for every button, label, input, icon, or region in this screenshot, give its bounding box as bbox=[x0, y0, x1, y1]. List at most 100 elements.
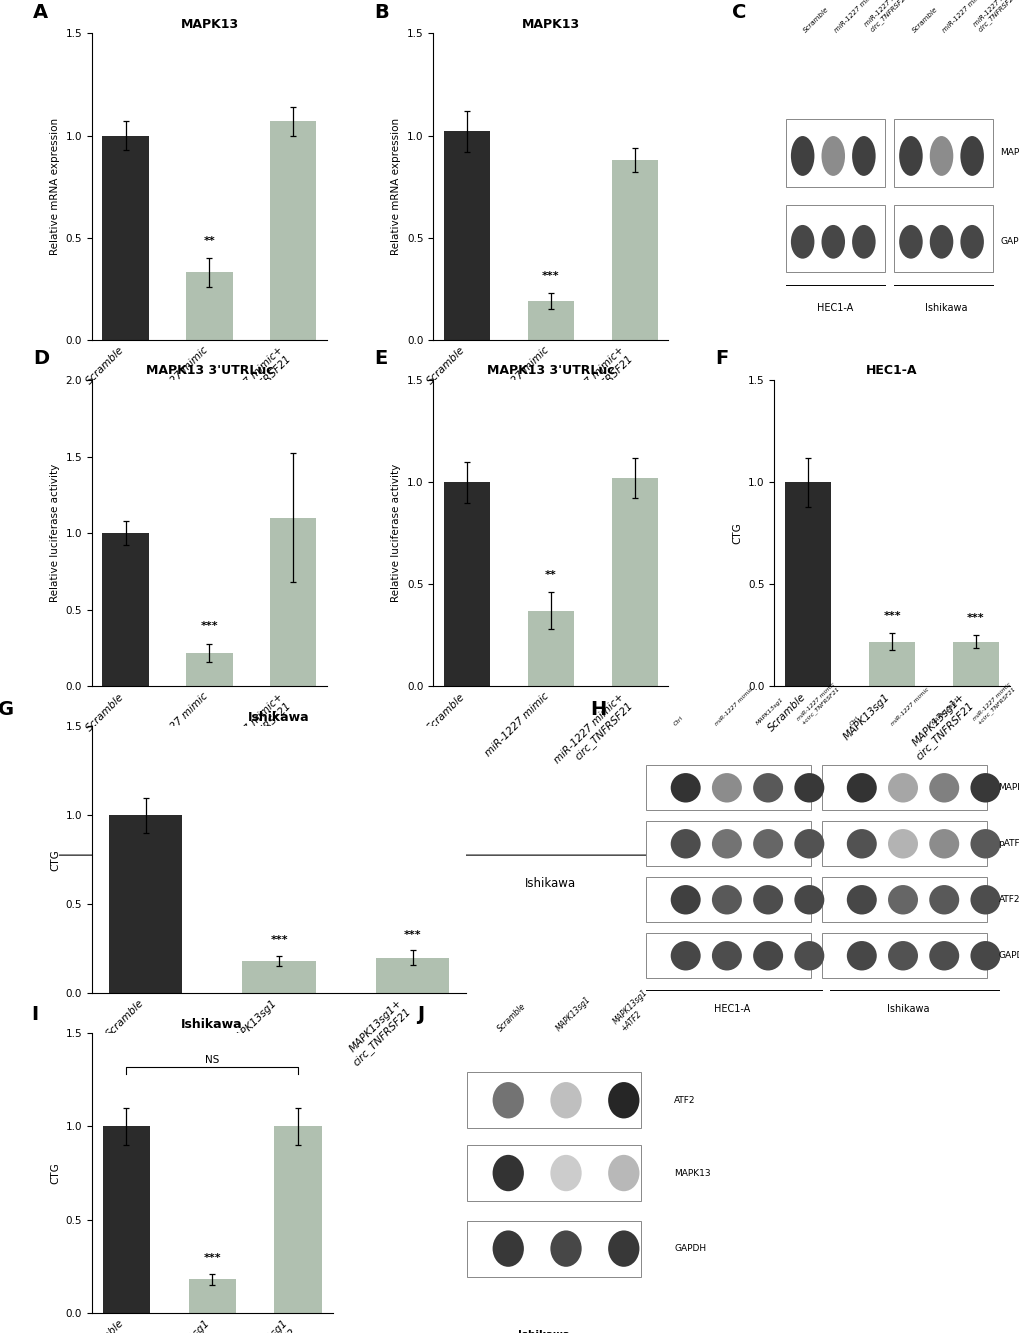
FancyBboxPatch shape bbox=[646, 821, 810, 866]
Text: ***: *** bbox=[270, 934, 287, 945]
Ellipse shape bbox=[711, 773, 741, 802]
Text: MAPK13sg1
+ATF2: MAPK13sg1 +ATF2 bbox=[611, 988, 656, 1033]
Text: A: A bbox=[33, 3, 48, 21]
Bar bbox=[102, 136, 149, 340]
Ellipse shape bbox=[846, 941, 876, 970]
Text: Ishikawa: Ishikawa bbox=[887, 1004, 929, 1014]
Ellipse shape bbox=[790, 225, 813, 259]
Text: D: D bbox=[33, 349, 49, 368]
Text: miR-1227 mimic+
circ_TNFRSF21: miR-1227 mimic+ circ_TNFRSF21 bbox=[971, 0, 1019, 33]
Ellipse shape bbox=[846, 773, 876, 802]
Text: Scramble: Scramble bbox=[910, 5, 937, 33]
Bar bbox=[952, 641, 999, 686]
Ellipse shape bbox=[711, 829, 741, 858]
Text: GAPDH: GAPDH bbox=[674, 1244, 706, 1253]
FancyBboxPatch shape bbox=[646, 933, 810, 978]
Text: ***: *** bbox=[541, 271, 559, 281]
Text: ATF2: ATF2 bbox=[998, 896, 1019, 904]
Bar bbox=[186, 272, 232, 340]
Text: miR-1227 mimic: miR-1227 mimic bbox=[713, 686, 753, 726]
Bar bbox=[186, 653, 232, 686]
Ellipse shape bbox=[794, 885, 823, 914]
Ellipse shape bbox=[846, 829, 876, 858]
Ellipse shape bbox=[671, 829, 700, 858]
Text: NS: NS bbox=[205, 1054, 219, 1065]
Text: J: J bbox=[417, 1005, 424, 1024]
Ellipse shape bbox=[752, 773, 783, 802]
Title: MAPK13: MAPK13 bbox=[180, 17, 238, 31]
Bar bbox=[102, 533, 149, 686]
Bar bbox=[376, 957, 449, 993]
Title: HEC1-A: HEC1-A bbox=[865, 364, 917, 377]
Ellipse shape bbox=[851, 225, 874, 259]
Text: Ishikawa: Ishikawa bbox=[525, 877, 576, 889]
Y-axis label: CTG: CTG bbox=[50, 849, 60, 870]
Ellipse shape bbox=[671, 885, 700, 914]
Text: MAPK13: MAPK13 bbox=[998, 784, 1019, 792]
Text: Scramble: Scramble bbox=[802, 5, 829, 33]
Text: miR-1227 mimic: miR-1227 mimic bbox=[833, 0, 877, 33]
Text: GAPDH: GAPDH bbox=[998, 952, 1019, 960]
Y-axis label: CTG: CTG bbox=[50, 1162, 60, 1184]
Ellipse shape bbox=[888, 829, 917, 858]
Ellipse shape bbox=[607, 1154, 639, 1192]
Y-axis label: Relative luciferase activity: Relative luciferase activity bbox=[391, 464, 400, 603]
Text: ***: *** bbox=[404, 929, 421, 940]
Ellipse shape bbox=[752, 885, 783, 914]
Text: ***: *** bbox=[966, 613, 984, 623]
Ellipse shape bbox=[671, 773, 700, 802]
Bar bbox=[443, 483, 489, 686]
Text: MAPK13sg1: MAPK13sg1 bbox=[930, 697, 960, 726]
Text: MAPK13sg1: MAPK13sg1 bbox=[553, 994, 592, 1033]
Text: miR-1227 mimic: miR-1227 mimic bbox=[941, 0, 986, 33]
Ellipse shape bbox=[607, 1230, 639, 1266]
Title: Ishikawa: Ishikawa bbox=[248, 710, 310, 724]
Text: **: ** bbox=[544, 571, 556, 580]
Y-axis label: Relative luciferase activity: Relative luciferase activity bbox=[50, 464, 60, 603]
FancyBboxPatch shape bbox=[467, 1145, 640, 1201]
Text: Ishikawa: Ishikawa bbox=[924, 303, 967, 313]
Ellipse shape bbox=[790, 136, 813, 176]
Text: ***: *** bbox=[201, 621, 218, 632]
Ellipse shape bbox=[550, 1154, 581, 1192]
Ellipse shape bbox=[960, 136, 983, 176]
Text: Ishikawa: Ishikawa bbox=[518, 1330, 570, 1333]
Bar bbox=[270, 517, 316, 686]
Text: **: ** bbox=[204, 236, 215, 245]
Title: Ishikawa: Ishikawa bbox=[181, 1017, 243, 1030]
FancyBboxPatch shape bbox=[467, 1221, 640, 1277]
Ellipse shape bbox=[960, 225, 983, 259]
Bar bbox=[243, 961, 316, 993]
Ellipse shape bbox=[752, 941, 783, 970]
FancyBboxPatch shape bbox=[821, 765, 986, 810]
Text: HEC1-A: HEC1-A bbox=[187, 877, 231, 889]
FancyBboxPatch shape bbox=[786, 119, 884, 187]
Ellipse shape bbox=[820, 225, 844, 259]
Bar bbox=[785, 483, 830, 686]
FancyBboxPatch shape bbox=[646, 765, 810, 810]
Ellipse shape bbox=[969, 885, 1000, 914]
FancyBboxPatch shape bbox=[821, 877, 986, 922]
FancyBboxPatch shape bbox=[821, 821, 986, 866]
Text: C: C bbox=[732, 3, 746, 21]
Text: MAPK13: MAPK13 bbox=[674, 1169, 710, 1177]
Text: ***: *** bbox=[203, 1253, 221, 1262]
Ellipse shape bbox=[899, 225, 922, 259]
Ellipse shape bbox=[928, 941, 958, 970]
Bar bbox=[611, 160, 657, 340]
Title: MAPK13 3'UTRLuc: MAPK13 3'UTRLuc bbox=[146, 364, 273, 377]
Text: H: H bbox=[590, 700, 606, 718]
Ellipse shape bbox=[820, 136, 844, 176]
FancyBboxPatch shape bbox=[821, 933, 986, 978]
FancyBboxPatch shape bbox=[786, 205, 884, 272]
Ellipse shape bbox=[846, 885, 876, 914]
Ellipse shape bbox=[929, 136, 953, 176]
Bar bbox=[270, 121, 316, 340]
Text: ATF2: ATF2 bbox=[674, 1096, 695, 1105]
Y-axis label: Relative mRNA expression: Relative mRNA expression bbox=[391, 119, 400, 255]
Text: I: I bbox=[32, 1005, 39, 1024]
Ellipse shape bbox=[929, 225, 953, 259]
Bar bbox=[443, 132, 489, 340]
Ellipse shape bbox=[888, 885, 917, 914]
Text: GAPDH: GAPDH bbox=[1000, 237, 1019, 247]
